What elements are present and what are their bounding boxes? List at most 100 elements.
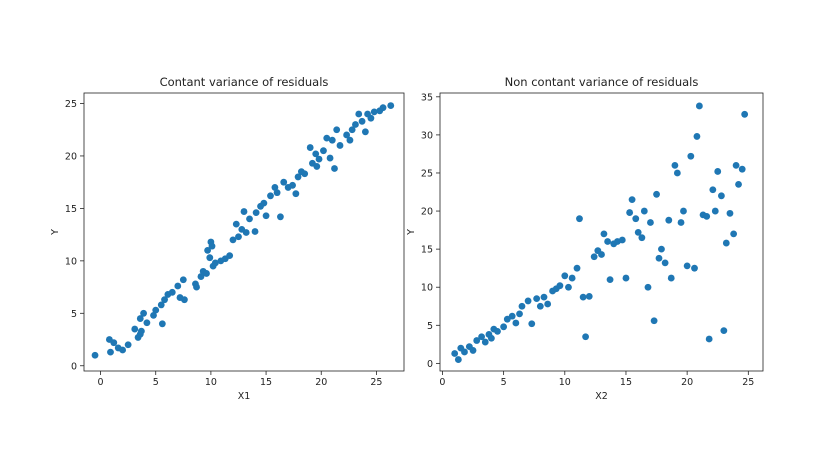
right-data-point [695, 102, 703, 110]
right-data-point [487, 334, 495, 342]
right-data-point [561, 272, 569, 280]
right-data-point [568, 274, 576, 282]
right-data-point [451, 350, 459, 357]
right-data-point [647, 219, 654, 226]
right-data-point [673, 169, 681, 177]
right-data-point [709, 186, 717, 194]
right-data-point [565, 283, 572, 291]
left-data-point [206, 254, 214, 262]
right-data-point [691, 264, 698, 272]
right-x-tick-label: 20 [681, 377, 693, 388]
right-data-point [626, 209, 634, 216]
left-x-tick-label: 5 [153, 377, 159, 388]
left-data-point [280, 178, 288, 186]
left-data-point [168, 288, 176, 296]
right-data-point [516, 310, 523, 318]
left-data-point [140, 309, 147, 317]
left-data-point [306, 144, 314, 151]
left-data-point [208, 242, 216, 250]
left-data-point [131, 325, 139, 333]
left-data-point [346, 136, 354, 144]
left-y-tick-label: 10 [65, 256, 77, 267]
right-data-point [687, 152, 695, 160]
left-data-point [292, 190, 300, 198]
left-y-tick-label: 20 [65, 151, 77, 162]
left-data-point [313, 163, 321, 170]
right-y-tick-label: 20 [421, 207, 433, 218]
right-chart-title: Non contant variance of residuals [505, 75, 699, 89]
left-y-tick-label: 0 [71, 361, 77, 372]
right-data-point [718, 192, 725, 200]
left-y-tick-label: 5 [71, 309, 77, 320]
left-data-point [246, 215, 253, 223]
right-data-point [469, 347, 477, 354]
right-data-point [461, 348, 468, 356]
right-data-point [481, 338, 489, 346]
left-x-tick-label: 0 [98, 377, 104, 388]
left-data-point [143, 319, 151, 327]
left-data-point [294, 173, 302, 181]
right-data-point [732, 161, 740, 169]
left-data-point [119, 346, 127, 354]
left-data-point [174, 282, 182, 290]
left-y-tick-label: 15 [65, 204, 77, 215]
right-data-point [628, 196, 636, 204]
left-data-point [91, 351, 99, 359]
left-data-point [204, 246, 211, 254]
left-data-point [110, 339, 118, 347]
left-data-point [161, 296, 168, 304]
right-data-point [665, 216, 673, 224]
right-data-point [576, 215, 583, 223]
right-data-point [726, 209, 734, 217]
right-data-point [600, 230, 608, 238]
left-data-point [379, 104, 387, 112]
right-data-point [638, 234, 646, 242]
right-data-point [693, 133, 701, 140]
left-data-point [323, 134, 331, 142]
left-data-point [361, 128, 369, 136]
left-x-tick-label: 20 [315, 377, 327, 388]
left-data-point [152, 306, 160, 314]
right-data-point [667, 274, 675, 282]
left-data-point [348, 126, 356, 134]
right-data-point [606, 276, 614, 284]
left-data-point [179, 276, 187, 284]
right-data-point [598, 251, 605, 258]
left-data-point [271, 184, 279, 191]
right-x-axis-label: X2 [595, 391, 608, 402]
left-data-point [229, 236, 237, 244]
right-data-point [677, 219, 685, 226]
left-data-point [333, 126, 341, 134]
left-data-point [137, 327, 145, 335]
left-data-point [336, 142, 344, 149]
right-data-point [683, 262, 691, 270]
right-data-point [634, 228, 642, 236]
left-axes-frame [83, 92, 405, 372]
right-y-tick-label: 5 [427, 321, 433, 332]
right-data-point [556, 282, 564, 290]
left-data-point [203, 270, 210, 277]
left-data-point [107, 348, 114, 356]
right-data-point [650, 317, 658, 325]
left-data-point [387, 102, 395, 109]
left-data-point [235, 233, 242, 241]
left-data-point [136, 315, 144, 322]
left-data-point [301, 170, 309, 178]
left-data-point [328, 136, 336, 144]
right-data-point [524, 297, 532, 305]
left-data-point [260, 199, 268, 207]
left-data-point [273, 189, 281, 197]
left-data-point [289, 181, 296, 189]
right-data-point [573, 264, 581, 272]
left-x-tick-label: 25 [370, 377, 382, 388]
right-data-point [714, 168, 722, 175]
left-data-point [267, 192, 274, 200]
left-data-point [181, 296, 188, 304]
right-data-point [671, 161, 679, 169]
right-data-point [544, 300, 552, 308]
left-data-point [277, 213, 284, 221]
left-plot: Contant variance of residuals 0 5 10 15 20 25 0… [50, 75, 405, 402]
left-data-point [232, 220, 240, 228]
left-data-point [240, 208, 248, 215]
right-data-point [738, 165, 746, 173]
